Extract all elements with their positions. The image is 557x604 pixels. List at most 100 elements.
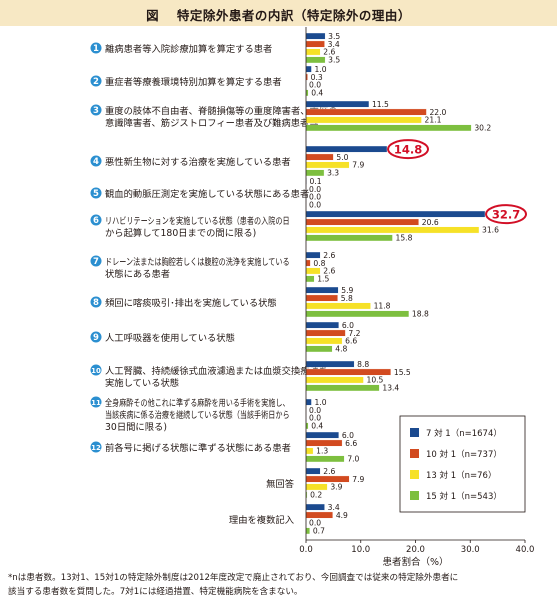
bar-value-label: 0.0: [309, 193, 321, 202]
bar-value-label: 1.0: [314, 398, 326, 407]
bar-value-label: 6.0: [342, 321, 354, 330]
category-number-badge: [90, 396, 102, 408]
category-number: 11: [91, 399, 101, 407]
bar-value-label: 8.8: [357, 360, 369, 369]
bar-value-label: 0.0: [309, 201, 321, 210]
bar-value-label: 3.5: [328, 32, 340, 41]
category-label: 実施している状態: [105, 377, 179, 389]
bar-value-label: 0.0: [309, 519, 321, 528]
category-label: から起算して180日までの間に限る): [105, 227, 256, 239]
bar-value-label: 6.0: [342, 431, 354, 440]
bar: [305, 503, 325, 511]
bar-value-label: 1.0: [314, 65, 326, 74]
category-number-badge: [90, 187, 102, 199]
category-label: 30日間に限る): [105, 422, 167, 433]
bar: [305, 360, 355, 368]
bar-value-label: 20.6: [422, 218, 439, 227]
bar-value-label: 5.8: [341, 294, 353, 303]
bar-value-label: 21.1: [425, 116, 442, 125]
bar: [305, 226, 480, 234]
bar-value-label: 2.6: [323, 48, 335, 57]
category-label: 無回答: [266, 478, 295, 490]
bar: [305, 384, 380, 392]
bar-value-label: 0.4: [311, 89, 323, 98]
bar-value-label: 7.9: [352, 475, 364, 484]
bar: [305, 218, 419, 226]
category-label: 離病患者等入院診療加算を算定する患者: [105, 43, 272, 55]
bar: [305, 251, 321, 259]
legend-label: 10 対 1（n=737）: [426, 449, 502, 460]
footnote-line: *nは患者数。13対1、15対1の特定除外制度は2012年度改定で廃止されており…: [8, 573, 459, 583]
category-label: 人工呼吸器を使用している状態: [105, 332, 235, 344]
chart-title: 図 特定除外患者の内訳（特定除外の理由）: [146, 8, 411, 23]
bar-value-label: 0.4: [311, 422, 323, 431]
highlight-circle: [387, 139, 430, 160]
category-label: 頻回に喀痰吸引･排出を実施している状態: [105, 297, 277, 309]
category-label: 当該疾病に係る治療を継続している状態（当該手術日から: [105, 409, 290, 421]
category-label: リハビリテーションを実施している状態（患者の入院の日: [105, 215, 290, 227]
legend-swatch: [410, 491, 419, 500]
category-label: 全身麻酔その他これに準ずる麻酔を用いる手術を実施し、: [105, 397, 290, 409]
bar-value-label: 11.8: [374, 302, 391, 311]
bar: [305, 234, 393, 242]
bar-value-label: 0.1: [310, 177, 322, 186]
bar-value-label: 1.3: [316, 447, 328, 456]
bar: [305, 447, 314, 455]
category-number: 4: [93, 157, 99, 167]
legend-swatch: [410, 449, 419, 458]
bar-value-label: 7.0: [347, 455, 359, 464]
category-number-badge: [90, 296, 102, 308]
category-number-badge: [90, 42, 102, 54]
category-number: 1: [93, 44, 99, 54]
legend-swatch: [410, 428, 419, 437]
legend-label: 13 対 1（n=76）: [426, 470, 496, 481]
bar: [305, 368, 392, 376]
category-label: 重度の肢体不自由者、脊髄損傷等の重度障害者、重度の: [105, 105, 337, 117]
x-tick-label: 30.0: [461, 545, 480, 555]
category-number: 3: [93, 106, 99, 116]
category-number: 6: [93, 216, 99, 226]
legend-label: 15 対 1（n=543）: [426, 491, 502, 502]
bar-value-label: 15.8: [396, 234, 413, 243]
bar-value-label: 2.6: [323, 467, 335, 476]
legend-label: 7 対 1（n=1674）: [426, 428, 502, 439]
bar: [305, 48, 321, 56]
bar-value-label: 18.8: [412, 310, 429, 319]
bar: [305, 286, 339, 294]
highlight-value-label: 14.8: [394, 142, 422, 156]
bar-value-label: 3.4: [328, 503, 340, 512]
bar: [305, 345, 333, 353]
bar: [305, 153, 334, 161]
bar-value-label: 10.5: [366, 376, 383, 385]
category-number: 8: [93, 298, 99, 308]
bar: [305, 259, 311, 267]
bar-value-label: 0.8: [313, 259, 325, 268]
category-number: 9: [93, 333, 99, 343]
bar-value-label: 15.5: [394, 368, 411, 377]
bar: [305, 398, 312, 406]
footnote-line: 該当する患者数を質問した。7対1には経過措置、特定機能病院を含まない。: [8, 587, 303, 597]
bar-value-label: 7.2: [348, 329, 360, 338]
bar-value-label: 31.6: [482, 226, 499, 235]
bar-value-label: 5.0: [336, 153, 348, 162]
category-label: 人工腎臓、持続緩徐式血液濾過または血漿交換療法を: [105, 365, 328, 377]
bar: [305, 56, 326, 64]
bar-value-label: 3.9: [330, 483, 342, 492]
bar: [305, 275, 315, 283]
category-number-badge: [90, 331, 102, 343]
bar-value-label: 0.0: [309, 81, 321, 90]
bar-value-label: 11.5: [372, 100, 389, 109]
category-label: 重症者等療養環境特別加算を算定する患者: [105, 76, 282, 88]
bar-value-label: 0.7: [313, 527, 325, 536]
bar-value-label: 0.0: [309, 406, 321, 415]
highlight-circle: [485, 204, 528, 225]
bar-value-label: 7.9: [352, 161, 364, 170]
bar: [305, 511, 334, 519]
bar: [305, 169, 325, 177]
bar: [305, 329, 346, 337]
bar-value-label: 4.9: [336, 511, 348, 520]
bar-value-label: 3.4: [328, 40, 340, 49]
bar-value-label: 0.3: [311, 73, 323, 82]
bar: [305, 302, 371, 310]
